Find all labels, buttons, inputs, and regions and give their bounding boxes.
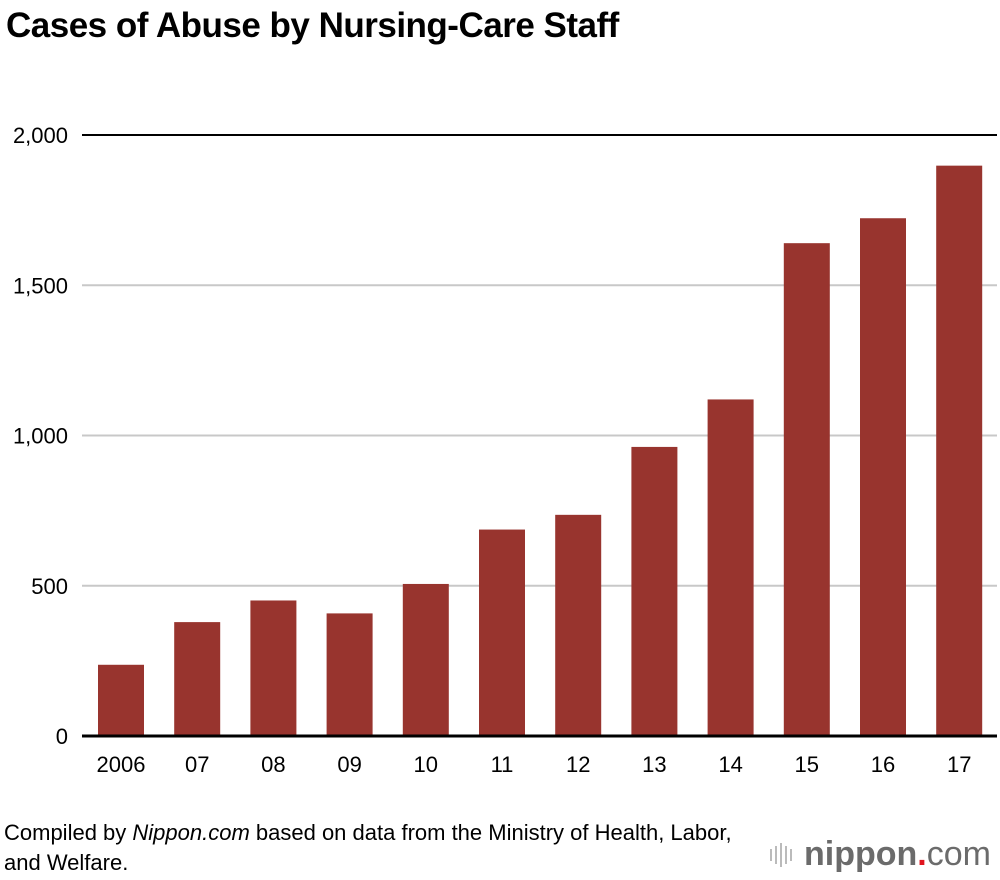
logo-name: nippon: [804, 835, 918, 873]
x-tick-label: 12: [566, 752, 590, 777]
x-tick-label: 16: [871, 752, 895, 777]
logo-dot: .: [917, 835, 927, 873]
logo-wave-icon: [770, 842, 792, 867]
x-tick-label: 14: [718, 752, 742, 777]
source-site: Nippon.com: [132, 820, 250, 845]
x-tick-label: 15: [795, 752, 819, 777]
x-tick-label: 09: [337, 752, 361, 777]
source-prefix: Compiled by: [4, 820, 133, 845]
chart-title: Cases of Abuse by Nursing-Care Staff: [6, 6, 619, 45]
x-tick-label: 2006: [97, 752, 146, 777]
bar-08: [250, 600, 297, 736]
bar-14: [707, 399, 754, 736]
x-tick-label: 11: [491, 752, 514, 777]
bar-16: [860, 218, 906, 736]
source-suffix: based on data from the Ministry of Healt…: [4, 820, 732, 875]
x-tick-label: 17: [947, 752, 971, 777]
source-note: Compiled by Nippon.com based on data fro…: [4, 818, 764, 878]
nippon-logo: nippon. com: [770, 835, 991, 874]
bar-07: [174, 622, 221, 736]
bar-17: [936, 165, 983, 736]
y-tick-label: 0: [56, 724, 68, 749]
bar-09: [326, 613, 373, 736]
x-tick-label: 08: [261, 752, 285, 777]
x-tick-label: 07: [185, 752, 209, 777]
bar-11: [479, 529, 525, 736]
bar-10: [402, 583, 449, 736]
logo-com: com: [926, 835, 991, 873]
bar-2006: [98, 664, 144, 736]
y-tick-label: 500: [31, 574, 68, 599]
bar-13: [631, 446, 678, 736]
x-tick-label: 13: [642, 752, 666, 777]
y-tick-label: 1,000: [13, 424, 68, 449]
x-tick-label: 10: [414, 752, 438, 777]
bar-chart: 0 500 1,000 1,500 2,000 2006 07 08 09 10 11 12 13 14 1…: [13, 123, 997, 777]
bar-15: [783, 243, 830, 736]
y-tick-label: 2,000: [13, 123, 68, 148]
bar-12: [555, 514, 602, 736]
y-tick-label: 1,500: [13, 273, 68, 298]
